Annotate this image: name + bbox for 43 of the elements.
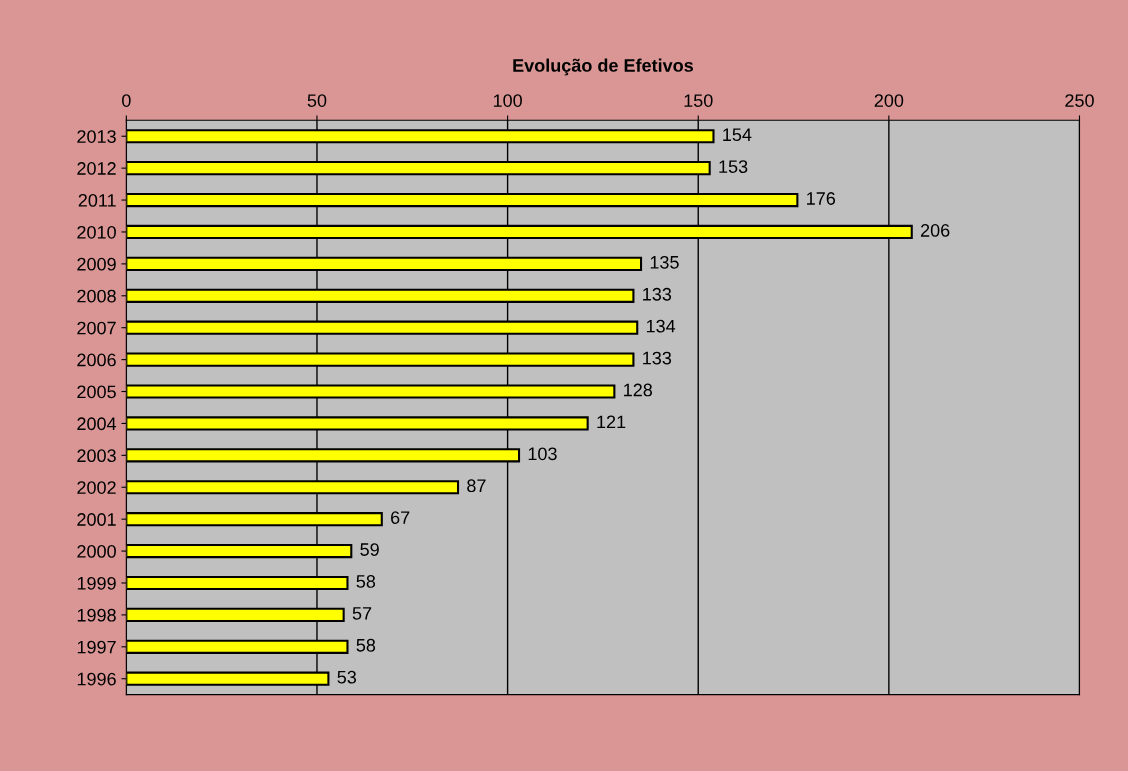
data-label: 59 — [360, 543, 379, 556]
data-label: 53 — [337, 670, 357, 684]
data-label: 103 — [528, 447, 557, 461]
data-label: 58 — [356, 638, 376, 652]
data-label: 87 — [467, 479, 486, 493]
y-tick-label: 2011 — [78, 193, 116, 207]
data-label: 176 — [807, 192, 836, 205]
x-tick-label: 50 — [307, 94, 327, 107]
y-tick-label: 2003 — [77, 449, 116, 463]
y-tick-label: 2009 — [77, 257, 116, 271]
y-tick-label: 1997 — [77, 640, 116, 654]
y-tick-label: 2013 — [77, 130, 116, 143]
y-tick-label: 2000 — [77, 545, 116, 558]
data-label: 133 — [643, 351, 672, 365]
x-tick-label: 0 — [122, 94, 131, 107]
x-tick-label: 200 — [874, 94, 904, 107]
data-label: 121 — [597, 415, 626, 429]
data-label: 135 — [650, 255, 679, 269]
data-label: 153 — [719, 160, 748, 173]
y-tick-label: 2010 — [77, 225, 116, 239]
y-tick-label: 2007 — [77, 321, 116, 335]
y-tick-label: 2012 — [77, 162, 116, 175]
y-tick-label: 2004 — [77, 417, 117, 431]
x-tick-label: 150 — [684, 94, 713, 107]
data-label: 57 — [352, 607, 372, 620]
data-label: 133 — [643, 287, 672, 301]
y-tick-label: 1999 — [77, 576, 116, 590]
x-tick-label: 250 — [1065, 94, 1094, 107]
y-tick-label: 1996 — [77, 672, 116, 686]
y-tick-label: 2002 — [77, 481, 116, 494]
data-label: 154 — [723, 128, 752, 142]
x-tick-label: 100 — [493, 94, 522, 107]
data-label: 128 — [624, 383, 653, 397]
y-tick-label: 2008 — [77, 289, 116, 303]
data-label: 58 — [356, 575, 376, 588]
chart-title: Evolução de Efetivos — [513, 58, 693, 76]
y-tick-label: 1998 — [77, 608, 116, 622]
data-label: 206 — [920, 224, 950, 237]
data-label: 134 — [646, 319, 676, 333]
y-tick-label: 2001 — [77, 513, 116, 526]
data-label: 67 — [391, 511, 410, 525]
y-tick-label: 2006 — [77, 353, 116, 367]
y-tick-label: 2005 — [77, 385, 116, 399]
